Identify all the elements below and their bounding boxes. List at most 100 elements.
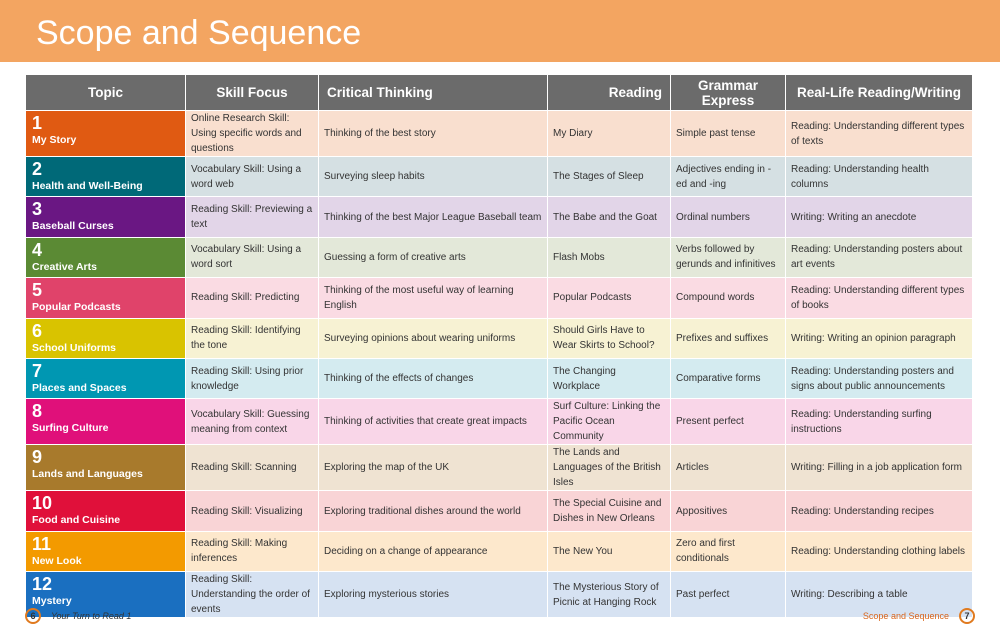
unit-number: 12 xyxy=(32,574,53,595)
unit-title: Baseball Curses xyxy=(32,220,114,233)
reading-cell: The Stages of Sleep xyxy=(547,155,671,198)
critical-cell: Thinking of the best Major League Baseba… xyxy=(318,196,548,238)
real-cell: Reading: Understanding clothing labels xyxy=(785,530,973,573)
footer-right: Scope and Sequence 7 xyxy=(863,608,975,624)
table-row: 9 Lands and Languages Reading Skill: Scann… xyxy=(25,444,973,492)
skill-cell: Reading Skill: Previewing a text xyxy=(185,196,319,238)
reading-cell: Should Girls Have to Wear Skirts to Scho… xyxy=(547,317,671,359)
header-row: Topic Skill Focus Critical Thinking Read… xyxy=(25,74,973,111)
unit-title: Places and Spaces xyxy=(32,381,127,394)
table-row: 10 Food and Cuisine Reading Skill: Visuali… xyxy=(25,490,973,532)
header-critical: Critical Thinking xyxy=(318,74,548,111)
topic-cell: 12 Mystery xyxy=(25,571,186,619)
skill-cell: Reading Skill: Making inferences xyxy=(185,530,319,573)
critical-cell: Deciding on a change of appearance xyxy=(318,530,548,573)
real-cell: Reading: Understanding posters and signs… xyxy=(785,357,973,400)
unit-title: Popular Podcasts xyxy=(32,301,121,314)
table-row: 12 Mystery Reading Skill: Understanding th… xyxy=(25,571,973,619)
book-title: Your Turn to Read 1 xyxy=(51,611,132,621)
section-title: Scope and Sequence xyxy=(862,611,949,621)
real-cell: Writing: Writing an anecdote xyxy=(785,196,973,238)
unit-number: 8 xyxy=(32,401,43,422)
page-title: Scope and Sequence xyxy=(36,14,362,52)
critical-cell: Exploring the map of the UK xyxy=(318,444,548,492)
unit-number: 4 xyxy=(32,239,43,260)
unit-number: 9 xyxy=(32,447,43,468)
grammar-cell: Appositives xyxy=(670,490,786,532)
skill-cell: Vocabulary Skill: Using a word web xyxy=(185,155,319,198)
real-cell: Writing: Writing an opinion paragraph xyxy=(785,317,973,359)
table-row: 11 New Look Reading Skill: Making inferenc… xyxy=(25,530,973,573)
critical-cell: Exploring traditional dishes around the … xyxy=(318,490,548,532)
grammar-cell: Compound words xyxy=(670,277,786,319)
topic-cell: 6 School Uniforms xyxy=(25,317,186,359)
real-cell: Reading: Understanding health columns xyxy=(785,155,973,198)
reading-cell: The New You xyxy=(547,530,671,573)
unit-title: Mystery xyxy=(32,595,72,608)
reading-cell: Surf Culture: Linking the Pacific Ocean … xyxy=(547,398,671,446)
table-row: 6 School Uniforms Reading Skill: Identifyi… xyxy=(25,317,973,359)
critical-cell: Surveying sleep habits xyxy=(318,155,548,198)
reading-cell: Flash Mobs xyxy=(547,236,671,279)
footer-left: 6 Your Turn to Read 1 xyxy=(25,608,131,624)
critical-cell: Thinking of the best story xyxy=(318,110,548,157)
unit-number: 10 xyxy=(32,493,53,514)
skill-cell: Reading Skill: Identifying the tone xyxy=(185,317,319,359)
table-row: 2 Health and Well-Being Vocabulary Skill: … xyxy=(25,155,973,198)
reading-cell: The Changing Workplace xyxy=(547,357,671,400)
scope-table: Topic Skill Focus Critical Thinking Read… xyxy=(25,74,973,619)
grammar-cell: Prefixes and suffixes xyxy=(670,317,786,359)
skill-cell: Reading Skill: Visualizing xyxy=(185,490,319,532)
topic-cell: 11 New Look xyxy=(25,530,186,573)
unit-number: 2 xyxy=(32,159,43,179)
critical-cell: Exploring mysterious stories xyxy=(318,571,548,619)
real-cell: Writing: Describing a table xyxy=(785,571,973,619)
unit-number: 1 xyxy=(32,113,43,133)
topic-cell: 3 Baseball Curses xyxy=(25,196,186,238)
reading-cell: The Babe and the Goat xyxy=(547,196,671,238)
unit-number: 3 xyxy=(32,199,43,220)
topic-cell: 8 Surfing Culture xyxy=(25,398,186,446)
grammar-cell: Zero and first conditionals xyxy=(670,530,786,573)
unit-title: School Uniforms xyxy=(32,341,117,354)
skill-cell: Online Research Skill: Using specific wo… xyxy=(185,110,319,157)
skill-cell: Reading Skill: Understanding the order o… xyxy=(185,571,319,619)
real-cell: Reading: Understanding different types o… xyxy=(785,277,973,319)
unit-number: 7 xyxy=(32,360,43,381)
table-row: 4 Creative Arts Vocabulary Skill: Using a … xyxy=(25,236,973,279)
unit-title: Surfing Culture xyxy=(32,422,109,435)
real-cell: Reading: Understanding recipes xyxy=(785,490,973,532)
table-row: 3 Baseball Curses Reading Skill: Previewin… xyxy=(25,196,973,238)
real-cell: Writing: Filling in a job application fo… xyxy=(785,444,973,492)
skill-cell: Vocabulary Skill: Using a word sort xyxy=(185,236,319,279)
table-row: 5 Popular Podcasts Reading Skill: Predicti… xyxy=(25,277,973,319)
grammar-cell: Present perfect xyxy=(670,398,786,446)
unit-title: My Story xyxy=(32,134,77,146)
reading-cell: My Diary xyxy=(547,110,671,157)
header-grammar: Grammar Express xyxy=(670,74,786,111)
skill-cell: Reading Skill: Predicting xyxy=(185,277,319,319)
unit-title: Lands and Languages xyxy=(32,468,143,481)
table-row: 7 Places and Spaces Reading Skill: Using p… xyxy=(25,357,973,400)
header-skill: Skill Focus xyxy=(185,74,319,111)
unit-title: Creative Arts xyxy=(32,260,97,273)
page-number-left: 6 xyxy=(25,608,41,624)
critical-cell: Guessing a form of creative arts xyxy=(318,236,548,279)
grammar-cell: Comparative forms xyxy=(670,357,786,400)
page-number-right: 7 xyxy=(959,608,975,624)
header-real-life: Real-Life Reading/Writing xyxy=(785,74,973,111)
reading-cell: The Lands and Languages of the British I… xyxy=(547,444,671,492)
reading-cell: Popular Podcasts xyxy=(547,277,671,319)
table-row: 8 Surfing Culture Vocabulary Skill: Guessi… xyxy=(25,398,973,446)
header-topic: Topic xyxy=(25,74,186,111)
reading-cell: The Special Cuisine and Dishes in New Or… xyxy=(547,490,671,532)
topic-cell: 7 Places and Spaces xyxy=(25,357,186,400)
skill-cell: Reading Skill: Scanning xyxy=(185,444,319,492)
title-banner: Scope and Sequence xyxy=(0,0,1000,62)
unit-number: 6 xyxy=(32,320,43,341)
grammar-cell: Simple past tense xyxy=(670,110,786,157)
topic-cell: 4 Creative Arts xyxy=(25,236,186,279)
unit-number: 5 xyxy=(32,280,43,301)
topic-cell: 9 Lands and Languages xyxy=(25,444,186,492)
skill-cell: Vocabulary Skill: Guessing meaning from … xyxy=(185,398,319,446)
